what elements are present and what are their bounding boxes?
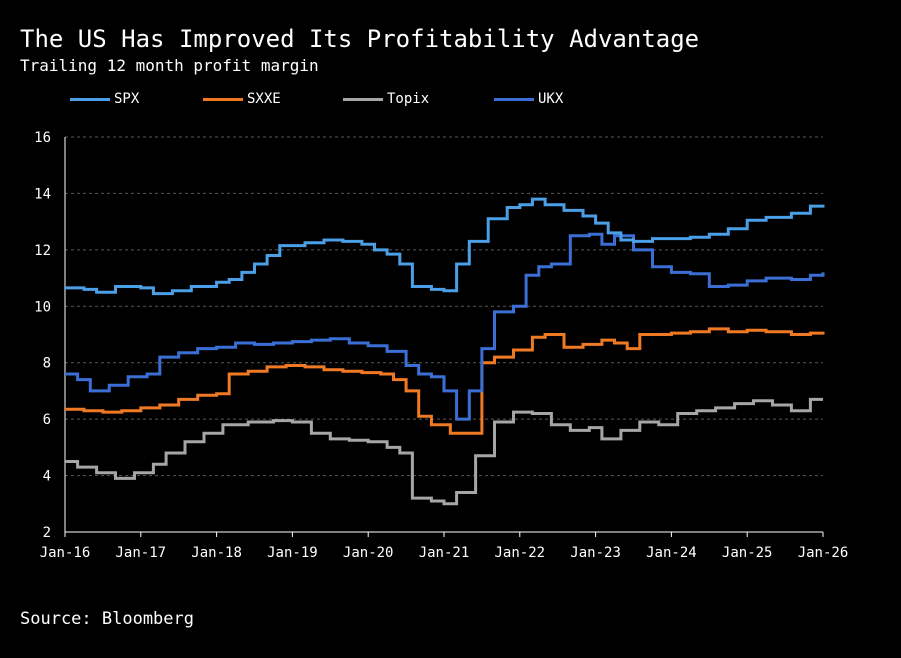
legend-label-sxxe: SXXE — [247, 91, 281, 107]
x-tick-label: Jan-23 — [570, 545, 621, 561]
y-tick-label: 8 — [43, 356, 51, 372]
line-chart: 2 4 6 8 10 12 14 16 Jan-16 Jan-17 Jan-18 Jan-19 Jan-… — [34, 130, 849, 561]
y-tick-label: 14 — [34, 186, 51, 202]
y-tick-label: 6 — [43, 412, 51, 428]
series-line-topix — [65, 397, 823, 506]
chart-title: The US Has Improved Its Profitability Ad… — [20, 25, 700, 53]
series-line-spx — [65, 197, 825, 296]
legend-label-ukx: UKX — [538, 91, 564, 107]
y-tick-label: 4 — [43, 469, 51, 485]
x-tick-label: Jan-16 — [40, 545, 91, 561]
y-tick-label: 12 — [34, 243, 51, 259]
legend-item-ukx: UKX — [494, 89, 563, 109]
legend-item-spx: SPX — [70, 89, 139, 109]
x-tick-label: Jan-17 — [116, 545, 167, 561]
y-tick-label: 10 — [34, 299, 51, 315]
legend-item-topix: Topix — [343, 89, 429, 109]
legend-swatch-ukx — [494, 97, 534, 101]
y-tick-label: 2 — [43, 525, 51, 541]
legend-label-spx: SPX — [114, 91, 140, 107]
legend-item-sxxe: SXXE — [203, 89, 281, 109]
chart-subtitle: Trailing 12 month profit margin — [20, 56, 319, 75]
legend-swatch-sxxe — [203, 97, 243, 101]
source-note: Source: Bloomberg — [20, 609, 194, 629]
legend-swatch-spx — [70, 97, 110, 101]
chart-legend: SPX SXXE Topix UKX — [70, 89, 670, 109]
series-line-ukx — [65, 232, 825, 421]
series-line-sxxe — [65, 327, 825, 435]
x-tick-label: Jan-18 — [191, 545, 242, 561]
x-tick-label: Jan-21 — [419, 545, 470, 561]
x-tick-label: Jan-24 — [646, 545, 697, 561]
x-tick-label: Jan-26 — [798, 545, 849, 561]
x-tick-label: Jan-19 — [267, 545, 318, 561]
x-tick-label: Jan-22 — [495, 545, 546, 561]
x-tick-label: Jan-25 — [722, 545, 773, 561]
legend-swatch-topix — [343, 97, 383, 101]
y-tick-label: 16 — [34, 130, 51, 146]
x-tick-label: Jan-20 — [343, 545, 394, 561]
legend-label-topix: Topix — [387, 91, 430, 107]
